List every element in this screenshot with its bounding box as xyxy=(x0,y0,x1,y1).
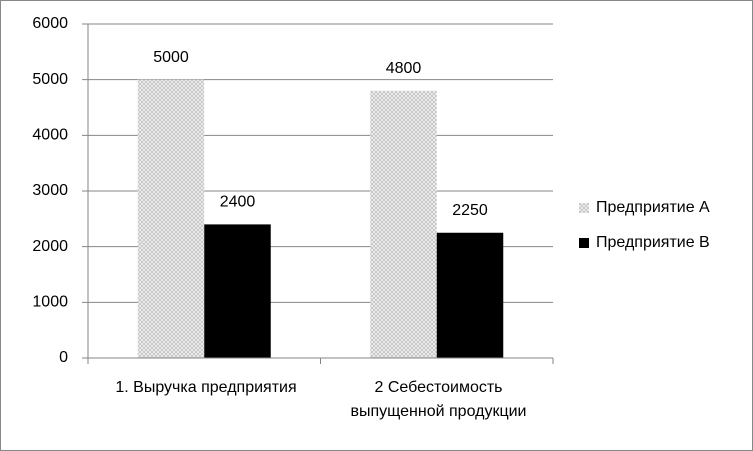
y-tick-label: 3000 xyxy=(32,182,68,199)
bar xyxy=(137,79,205,359)
y-tick-label: 6000 xyxy=(32,15,68,32)
legend-label: Предприятие А xyxy=(596,199,710,216)
bar xyxy=(436,232,504,358)
x-tick-label: 2 Себестоимость выпущенной продукции xyxy=(350,379,527,420)
bar xyxy=(204,224,271,358)
legend-label: Предприятие В xyxy=(596,234,710,251)
data-label: 2250 xyxy=(452,202,488,219)
legend-swatch xyxy=(579,238,589,248)
y-tick-label: 0 xyxy=(59,349,68,366)
legend-swatch xyxy=(579,203,589,213)
y-tick-label: 4000 xyxy=(32,127,68,144)
data-label: 2400 xyxy=(220,194,256,211)
y-tick-label: 1000 xyxy=(32,294,68,311)
bar xyxy=(370,90,437,359)
y-tick-label: 2000 xyxy=(32,238,68,255)
data-label: 5000 xyxy=(153,49,189,66)
data-label: 4800 xyxy=(386,60,422,77)
y-tick-label: 5000 xyxy=(32,71,68,88)
x-tick-label: 1. Выручка предприятия xyxy=(115,379,297,396)
